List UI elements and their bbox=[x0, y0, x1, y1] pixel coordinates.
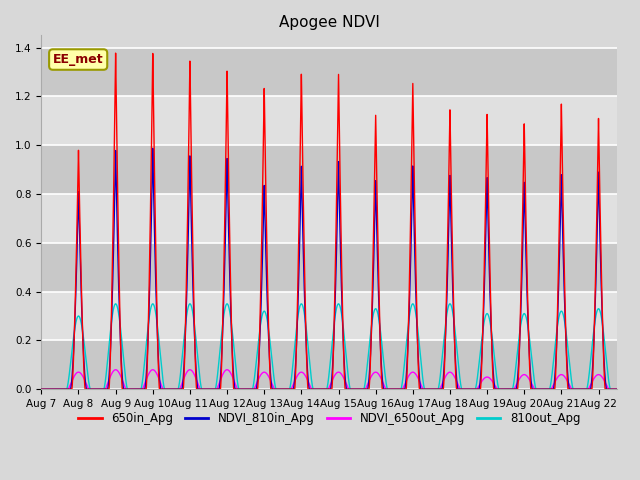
Bar bbox=[42, 145, 617, 194]
Title: Apogee NDVI: Apogee NDVI bbox=[279, 15, 380, 30]
Bar bbox=[42, 243, 617, 292]
Bar bbox=[42, 292, 617, 340]
Bar bbox=[42, 194, 617, 243]
Text: EE_met: EE_met bbox=[53, 53, 104, 66]
Bar bbox=[42, 340, 617, 389]
Bar bbox=[42, 48, 617, 96]
Legend: 650in_Apg, NDVI_810in_Apg, NDVI_650out_Apg, 810out_Apg: 650in_Apg, NDVI_810in_Apg, NDVI_650out_A… bbox=[74, 407, 585, 430]
Bar bbox=[42, 96, 617, 145]
